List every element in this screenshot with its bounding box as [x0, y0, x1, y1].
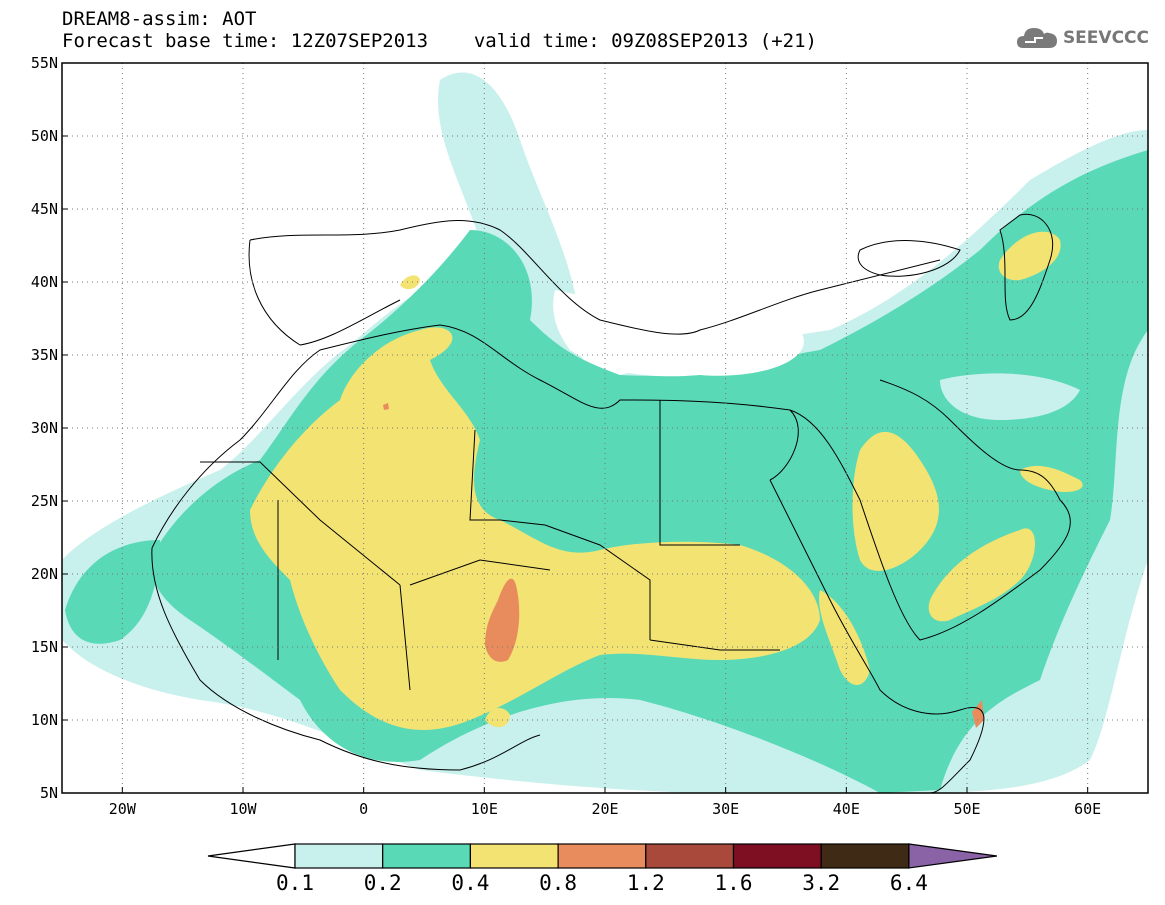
graticule: [62, 62, 1148, 794]
lat-tick-label: 45N: [31, 200, 58, 218]
colorbar-labels: 0.1 0.2 0.4 0.8 1.2 1.6 3.2 6.4: [276, 871, 928, 895]
lat-tick-label: 10N: [31, 711, 58, 729]
colorbar-label: 1.6: [715, 871, 753, 895]
aot-band-0.4-redsea: [819, 590, 870, 685]
aot-band-0.8-algeria: [383, 403, 389, 410]
lat-tick-label: 5N: [40, 784, 58, 802]
aot-band-0.4-chad: [485, 708, 510, 728]
aot-clear-arabia: [940, 373, 1080, 420]
colorbar-swatch: [732, 843, 822, 869]
coastline-north-africa: [151, 324, 799, 549]
colorbar-swatch: [382, 843, 472, 869]
colorbar: [207, 843, 997, 869]
colorbar-label: 0.2: [364, 871, 402, 895]
colorbar-swatch: [820, 843, 910, 869]
lon-tick-label: 10W: [229, 800, 257, 818]
aot-band-0.4-arabia: [852, 431, 939, 571]
lon-tick-label: 20W: [109, 800, 137, 818]
colorbar-swatch: [294, 843, 384, 869]
colorbar-label: 6.4: [890, 871, 928, 895]
aot-band-0.2-west: [65, 540, 160, 644]
border-west-sahara: [200, 461, 411, 691]
coastlines: [151, 213, 1071, 793]
border-libya-egypt: [544, 400, 740, 640]
colorbar-label: 0.8: [539, 871, 577, 895]
logo-text: SEEVCCC: [1062, 28, 1149, 48]
lon-tick-label: 40E: [833, 800, 860, 818]
lat-tick-label: 25N: [31, 492, 58, 510]
aot-band-0.8-somalia: [972, 700, 984, 728]
lon-tick-label: 60E: [1074, 800, 1101, 818]
latitude-axis: 55N 50N 45N 40N 35N 30N 25N 20N 15N 10N 5N: [31, 54, 68, 802]
colorbar-swatch: [469, 843, 559, 869]
aot-band-0.1-plume: [438, 72, 580, 322]
colorbar-label: 3.2: [802, 871, 840, 895]
aot-band-0.4-caspian: [998, 231, 1061, 281]
aot-band-0.8-chad: [485, 578, 520, 662]
colorbar-lower-extension: [207, 843, 296, 869]
lat-tick-label: 40N: [31, 273, 58, 291]
title-line-1: DREAM8-assim: AOT: [62, 8, 257, 30]
lat-tick-label: 30N: [31, 419, 58, 437]
lon-tick-label: 0: [359, 800, 368, 818]
title-line-2: Forecast base time: 12Z07SEP2013: [62, 30, 429, 52]
coastline-red-sea: [769, 479, 985, 793]
lon-tick-label: 20E: [591, 800, 618, 818]
border-chad: [409, 429, 551, 586]
colorbar-upper-extension: [908, 843, 997, 869]
aot-band-0.4-oman: [928, 528, 1035, 622]
colorbar-swatch: [645, 843, 735, 869]
lon-tick-label: 30E: [712, 800, 739, 818]
colorbar-label: 1.2: [627, 871, 665, 895]
colorbar-label: 0.4: [451, 871, 489, 895]
lat-tick-label: 15N: [31, 638, 58, 656]
coastline-caspian: [999, 213, 1054, 321]
valid-time: valid time: 09Z08SEP2013 (+21): [473, 30, 817, 52]
aot-band-0.4-spot: [400, 275, 420, 290]
map-title: DREAM8-assim: AOT Forecast base time: 12…: [62, 8, 817, 52]
lon-tick-label: 10E: [471, 800, 498, 818]
coastline-iberia: [248, 239, 401, 346]
cloud-icon: [1016, 28, 1057, 48]
lat-tick-label: 35N: [31, 346, 58, 364]
aot-shading: [62, 72, 1148, 793]
aot-clear-med: [553, 290, 804, 377]
colorbar-swatch: [557, 843, 647, 869]
colorbar-label: 0.1: [276, 871, 314, 895]
coastline-arabia: [789, 379, 1071, 641]
lat-tick-label: 50N: [31, 127, 58, 145]
longitude-axis: 20W 10W 0 10E 20E 30E 40E 50E 60E: [109, 787, 1101, 818]
border-sudan: [649, 639, 780, 651]
lon-tick-label: 50E: [953, 800, 980, 818]
seevccc-logo: SEEVCCC: [1015, 24, 1149, 52]
coastline-west-africa: [151, 547, 541, 771]
lat-tick-label: 20N: [31, 565, 58, 583]
coastline-black-sea: [857, 240, 961, 277]
coastline-europe: [249, 220, 941, 335]
lat-tick-label: 55N: [31, 54, 58, 72]
